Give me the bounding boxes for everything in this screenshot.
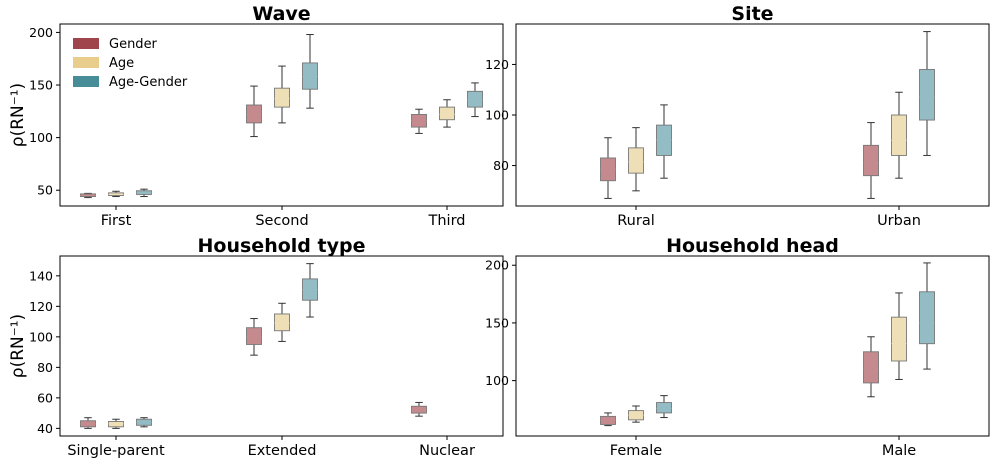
y-axis-label: ρ(RN⁻¹) — [8, 314, 28, 378]
box-age-female — [628, 405, 644, 423]
legend-label: Gender — [109, 37, 158, 52]
box-iqr — [656, 402, 672, 414]
y-tick-label: 200 — [29, 25, 53, 40]
box-age-gender-urban — [919, 31, 935, 156]
box-gender-single-parent — [80, 417, 96, 429]
box-gender-male — [863, 336, 879, 398]
panel-site: Site 80 100 120 Rural Urban — [485, 3, 990, 229]
box-gender-urban — [863, 122, 879, 199]
panel-title: Wave — [252, 3, 310, 25]
axes-frame — [59, 255, 504, 437]
box-iqr — [919, 291, 935, 345]
panel-wave: Wave 50 100 150 200 First Second Third ρ(RN⁻¹) — [8, 3, 504, 229]
box-age-gender-third — [467, 82, 483, 118]
box-iqr — [891, 114, 907, 156]
box-age-extended — [274, 302, 290, 342]
box-iqr — [274, 87, 290, 108]
legend-item-age-gender: Age-Gender — [73, 75, 188, 90]
box-gender-extended — [246, 318, 262, 356]
box-age-urban — [891, 91, 907, 179]
axes-frame — [515, 23, 990, 207]
box-gender-rural — [600, 137, 616, 199]
y-tick-label: 140 — [29, 268, 53, 283]
box-age-first — [108, 190, 124, 198]
y-tick-label: 200 — [485, 258, 509, 273]
x-tick-label: Urban — [877, 213, 921, 229]
box-iqr — [467, 90, 483, 108]
box-gender-second — [246, 85, 262, 138]
box-gender-third — [411, 108, 427, 134]
x-tick-label: Rural — [617, 213, 655, 229]
x-tick-label: Single-parent — [67, 443, 165, 459]
y-tick-label: 120 — [485, 57, 509, 72]
box-age-single-parent — [108, 418, 124, 429]
y-tick-label: 100 — [485, 373, 509, 388]
box-age-gender-female — [656, 395, 672, 419]
box-iqr — [246, 104, 262, 124]
box-iqr — [600, 415, 616, 425]
x-tick-label: Extended — [248, 443, 317, 459]
box-iqr — [246, 327, 262, 345]
y-tick-label: 50 — [37, 183, 53, 198]
box-age-male — [891, 292, 907, 380]
box-iqr — [274, 313, 290, 332]
panel-title: Household type — [198, 235, 366, 257]
x-tick-label: Male — [882, 443, 916, 459]
box-iqr — [919, 69, 935, 121]
legend-swatch — [73, 38, 99, 49]
y-tick-label: 80 — [37, 360, 53, 375]
legend-item-age: Age — [73, 56, 134, 71]
box-age-gender-extended — [302, 263, 318, 318]
box-age-second — [274, 65, 290, 124]
y-tick-label: 100 — [29, 329, 53, 344]
box-age-gender-first — [136, 188, 152, 198]
y-tick-label: 150 — [485, 315, 509, 330]
box-age-gender-rural — [656, 104, 672, 179]
legend-swatch — [73, 76, 99, 87]
box-iqr — [863, 144, 879, 177]
axes-frame — [515, 255, 990, 437]
box-age-gender-single-parent — [136, 417, 152, 428]
y-tick-label: 60 — [37, 390, 53, 405]
legend-label: Age — [109, 56, 134, 71]
panel-household-type: Household type 40 60 80 100 120 140 Single-pare… — [8, 235, 504, 459]
box-iqr — [863, 351, 879, 384]
box-age-third — [439, 99, 455, 128]
x-tick-label: Third — [428, 213, 466, 229]
x-tick-label: Female — [610, 443, 663, 459]
box-gender-female — [600, 412, 616, 427]
legend-item-gender: Gender — [73, 37, 158, 52]
box-iqr — [628, 147, 644, 174]
x-tick-label: First — [101, 213, 132, 229]
legend: Gender Age Age-Gender — [73, 37, 188, 90]
panel-household-head: Household head 100 150 200 Female Male — [485, 235, 990, 459]
box-gender-nuclear — [411, 401, 427, 417]
box-iqr — [891, 316, 907, 362]
box-age-gender-second — [302, 34, 318, 109]
box-gender-first — [80, 192, 96, 199]
y-tick-label: 100 — [485, 108, 509, 123]
box-iqr — [439, 106, 455, 121]
y-tick-label: 100 — [29, 130, 53, 145]
y-tick-label: 80 — [493, 158, 509, 173]
x-tick-label: Nuclear — [419, 443, 475, 459]
box-age-rural — [628, 127, 644, 192]
y-tick-label: 150 — [29, 78, 53, 93]
box-age-gender-male — [919, 262, 935, 370]
y-tick-label: 120 — [29, 299, 53, 314]
legend-swatch — [73, 57, 99, 68]
x-tick-label: Second — [255, 213, 308, 229]
y-tick-label: 40 — [37, 421, 53, 436]
panel-title: Household head — [666, 235, 839, 257]
panel-title: Site — [731, 3, 773, 25]
y-axis-label: ρ(RN⁻¹) — [8, 83, 28, 147]
box-iqr — [302, 62, 318, 90]
legend-label: Age-Gender — [109, 75, 188, 90]
